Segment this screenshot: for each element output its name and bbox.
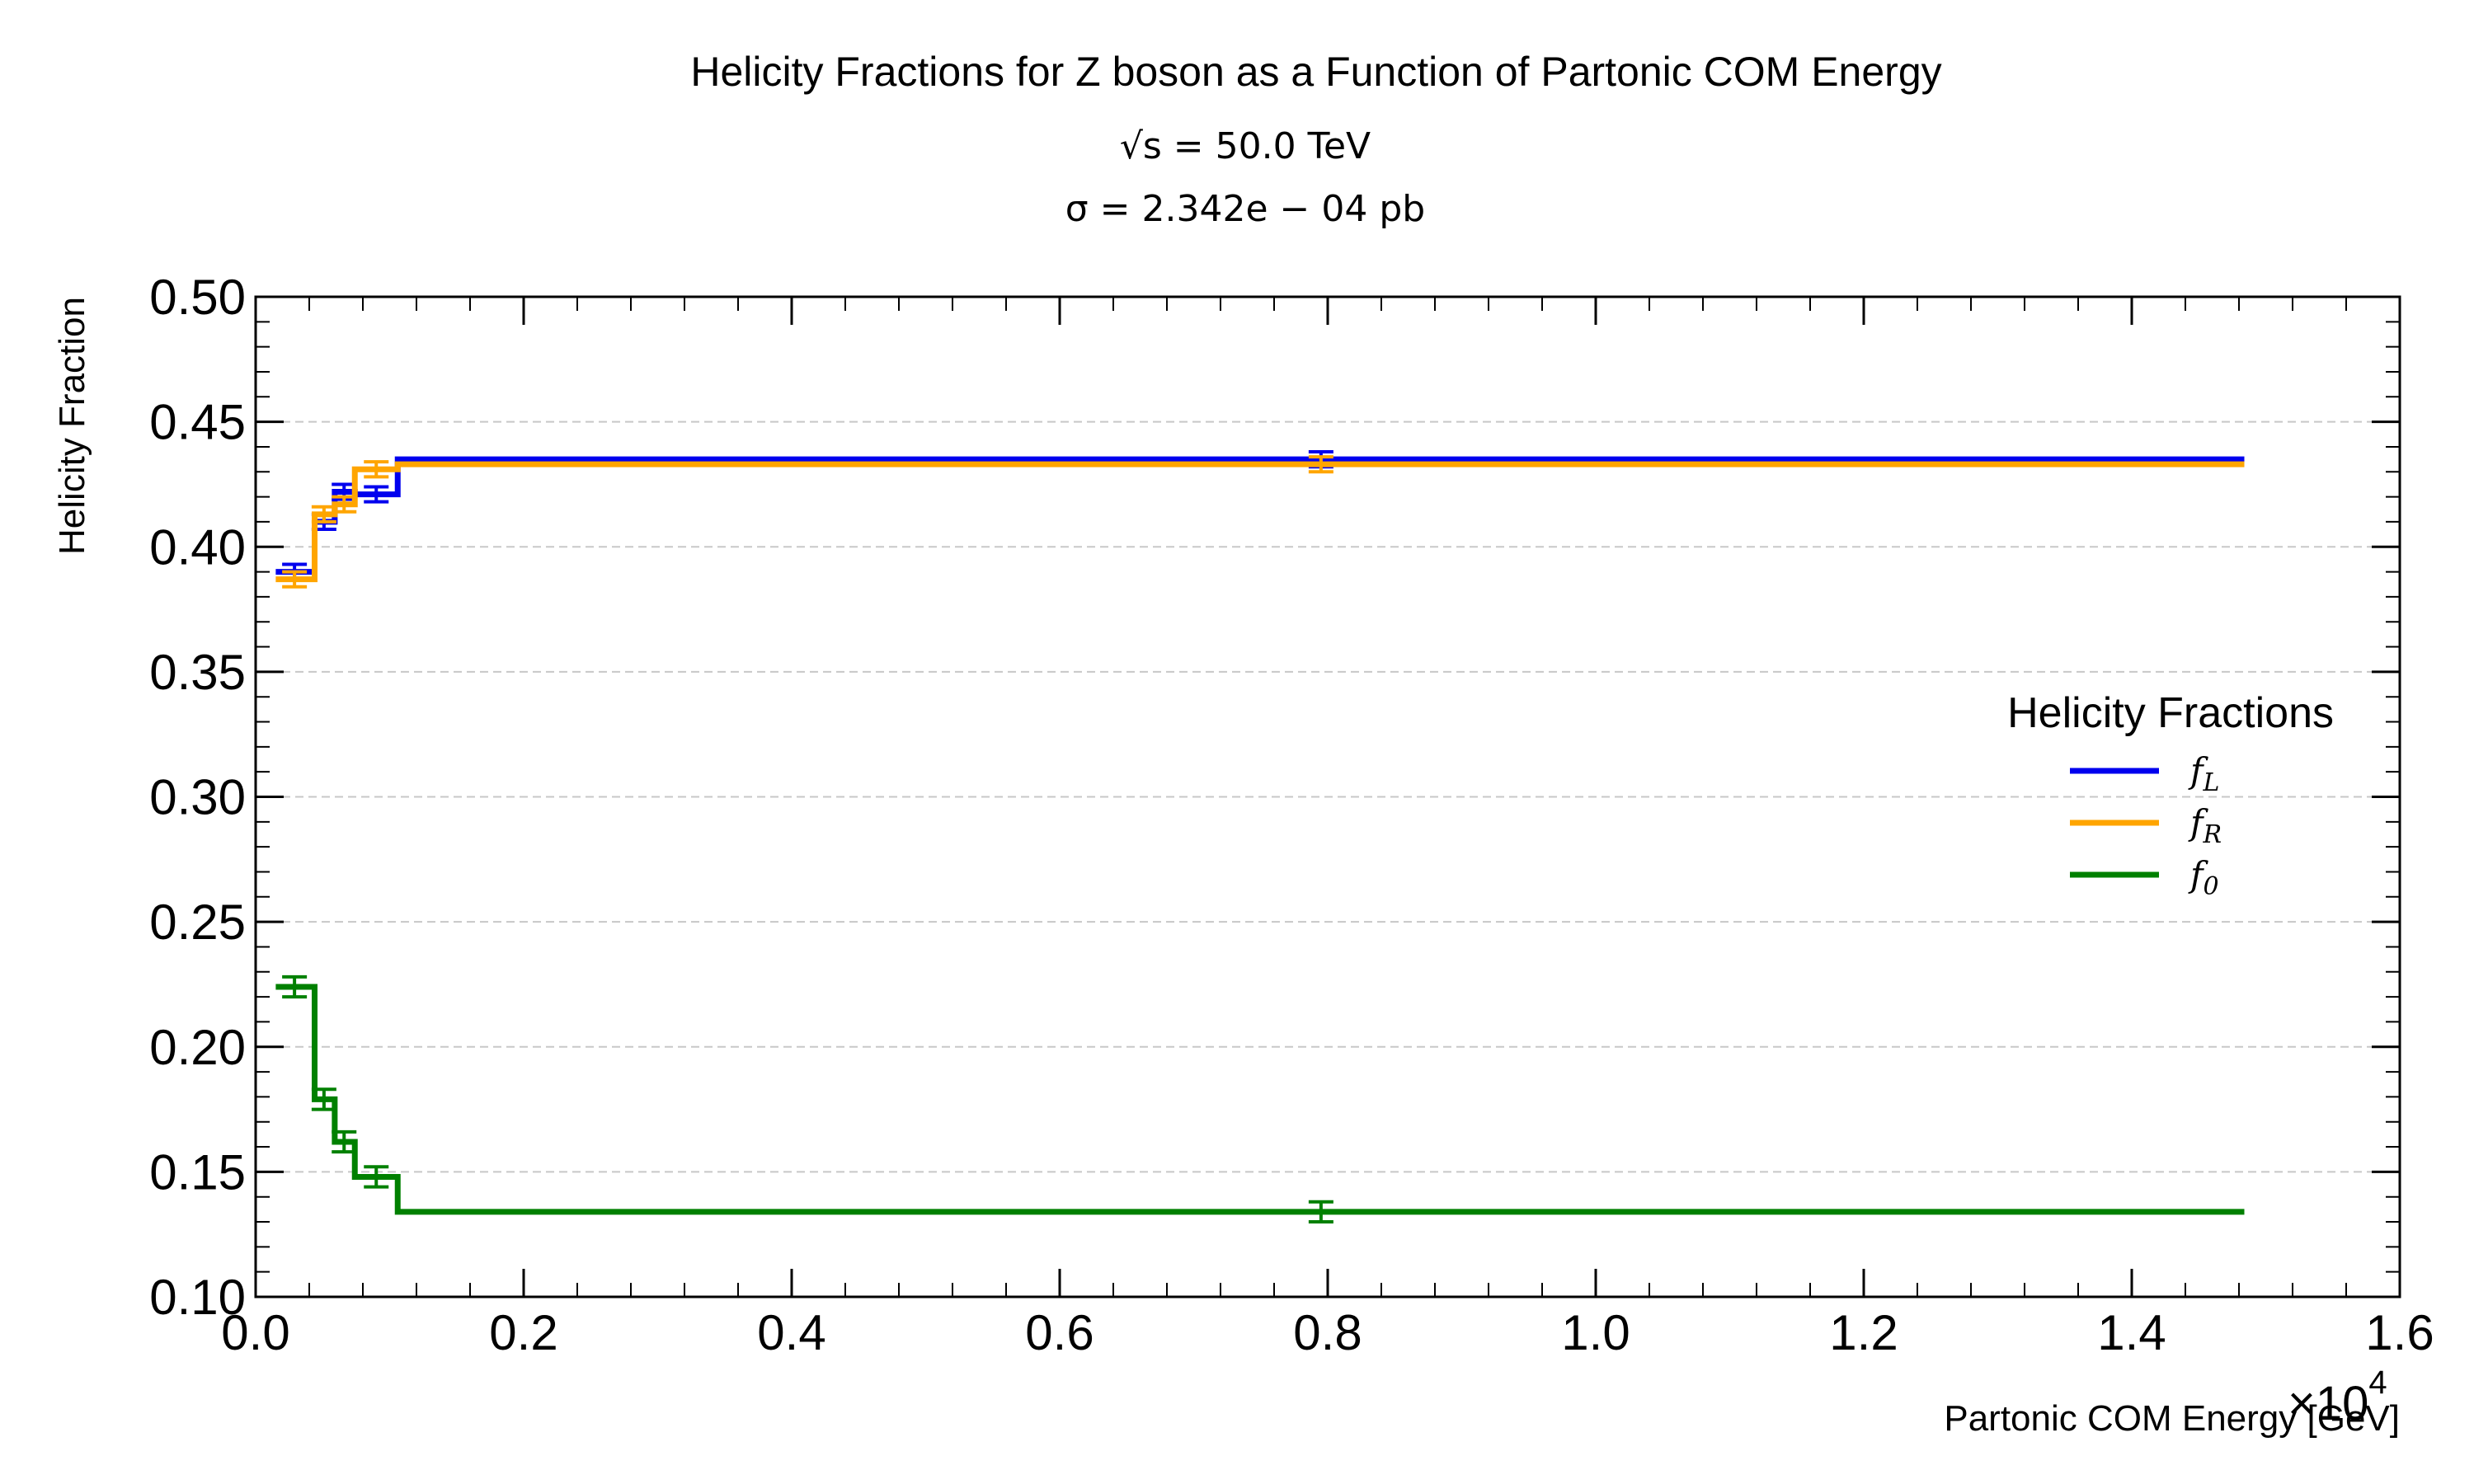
x-offset-label: ×104 <box>2288 1364 2387 1430</box>
x-tick-label: 0.0 <box>221 1305 289 1360</box>
y-tick-label: 0.10 <box>149 1270 246 1325</box>
chart-subtitle-energy: √s = 50.0 TeV <box>1120 125 1371 167</box>
y-tick-label: 0.50 <box>149 270 246 325</box>
x-tick-label: 0.2 <box>489 1305 557 1360</box>
series-step-line <box>275 984 2245 1215</box>
legend-label: fL <box>2188 750 2219 797</box>
x-axis-label: Partonic COM Energy [GeV] <box>1944 1398 2400 1439</box>
legend-entry: f0 <box>2070 854 2219 901</box>
x-tick-label: 0.4 <box>757 1305 825 1360</box>
legend-entries: fL fR f0 <box>2070 750 2222 901</box>
series-step-line <box>275 456 2245 575</box>
x-tick-label: 0.8 <box>1293 1305 1362 1360</box>
x-tick-label: 1.4 <box>2097 1305 2166 1360</box>
y-tick-label: 0.40 <box>149 519 246 575</box>
legend: Helicity Fractions fL fR f0 <box>2007 689 2334 901</box>
grid-lines <box>256 420 2400 1173</box>
y-tick-label: 0.25 <box>149 895 246 950</box>
y-tick-label: 0.30 <box>149 770 246 825</box>
legend-label: f0 <box>2188 854 2219 901</box>
y-tick-label: 0.15 <box>149 1144 246 1200</box>
x-tick-label: 1.2 <box>1829 1305 1898 1360</box>
y-tick-labels: 0.10 0.15 0.20 0.25 0.30 0.35 0.40 0.45 0.50 <box>149 270 246 1325</box>
plot-frame <box>254 295 2401 1298</box>
series-f-r <box>275 455 2245 589</box>
y-axis-label: Helicity Fraction <box>52 297 92 555</box>
x-tick-label: 1.6 <box>2365 1305 2434 1360</box>
y-tick-label: 0.35 <box>149 645 246 700</box>
series-step-line <box>275 461 2245 583</box>
chart-subtitle-cross-section: σ = 2.342e − 04 pb <box>1065 188 1425 230</box>
data-series <box>275 450 2245 1224</box>
series-f-0 <box>275 974 2245 1224</box>
legend-entry: fR <box>2070 802 2222 849</box>
legend-title: Helicity Fractions <box>2007 689 2334 737</box>
x-tick-labels: 0.0 0.2 0.4 0.6 0.8 1.0 1.2 1.4 1.6 <box>221 1305 2434 1360</box>
legend-entry: fL <box>2070 750 2219 797</box>
x-tick-label: 0.6 <box>1025 1305 1094 1360</box>
y-tick-label: 0.20 <box>149 1020 246 1075</box>
axis-ticks <box>254 295 2401 1298</box>
series-f-l <box>275 450 2245 581</box>
legend-label: fR <box>2188 802 2222 849</box>
chart-title: Helicity Fractions for Z boson as a Func… <box>690 49 1941 95</box>
y-tick-label: 0.45 <box>149 395 246 450</box>
x-offset-base: ×104 <box>2288 1364 2387 1430</box>
x-tick-label: 1.0 <box>1561 1305 1630 1360</box>
